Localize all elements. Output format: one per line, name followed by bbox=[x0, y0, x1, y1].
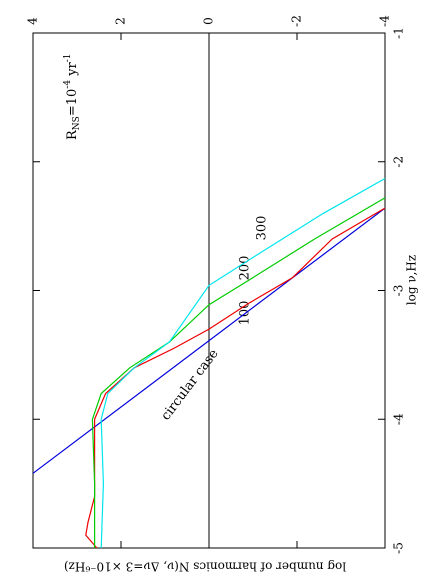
y-tick-label: 4 bbox=[26, 17, 40, 25]
y-tick-label: -2 bbox=[290, 15, 304, 27]
y-tick-label: -4 bbox=[378, 15, 392, 27]
x-tick-label: -4 bbox=[392, 413, 406, 425]
x-axis-label: log ν,Hz bbox=[405, 255, 419, 305]
circular-label: circular case bbox=[158, 346, 221, 423]
series-line bbox=[91, 197, 386, 548]
y-tick-label: 2 bbox=[114, 17, 128, 25]
series-line bbox=[85, 207, 386, 549]
y-axis-label: log number of harmonics N(ν, Δν=3 ×10⁻⁶H… bbox=[64, 560, 346, 574]
y-tick-label: 0 bbox=[202, 17, 216, 25]
label-200: 200 bbox=[238, 256, 253, 281]
x-tick-label: -5 bbox=[392, 542, 406, 554]
series-line bbox=[32, 207, 386, 474]
series-line bbox=[100, 177, 386, 549]
x-tick-label: -1 bbox=[392, 27, 406, 39]
x-tick-label: -3 bbox=[392, 285, 406, 297]
x-tick-label: -2 bbox=[392, 156, 406, 168]
rate-label: RNS=10-4 yr-1 bbox=[63, 53, 82, 140]
label-300: 300 bbox=[255, 216, 270, 241]
